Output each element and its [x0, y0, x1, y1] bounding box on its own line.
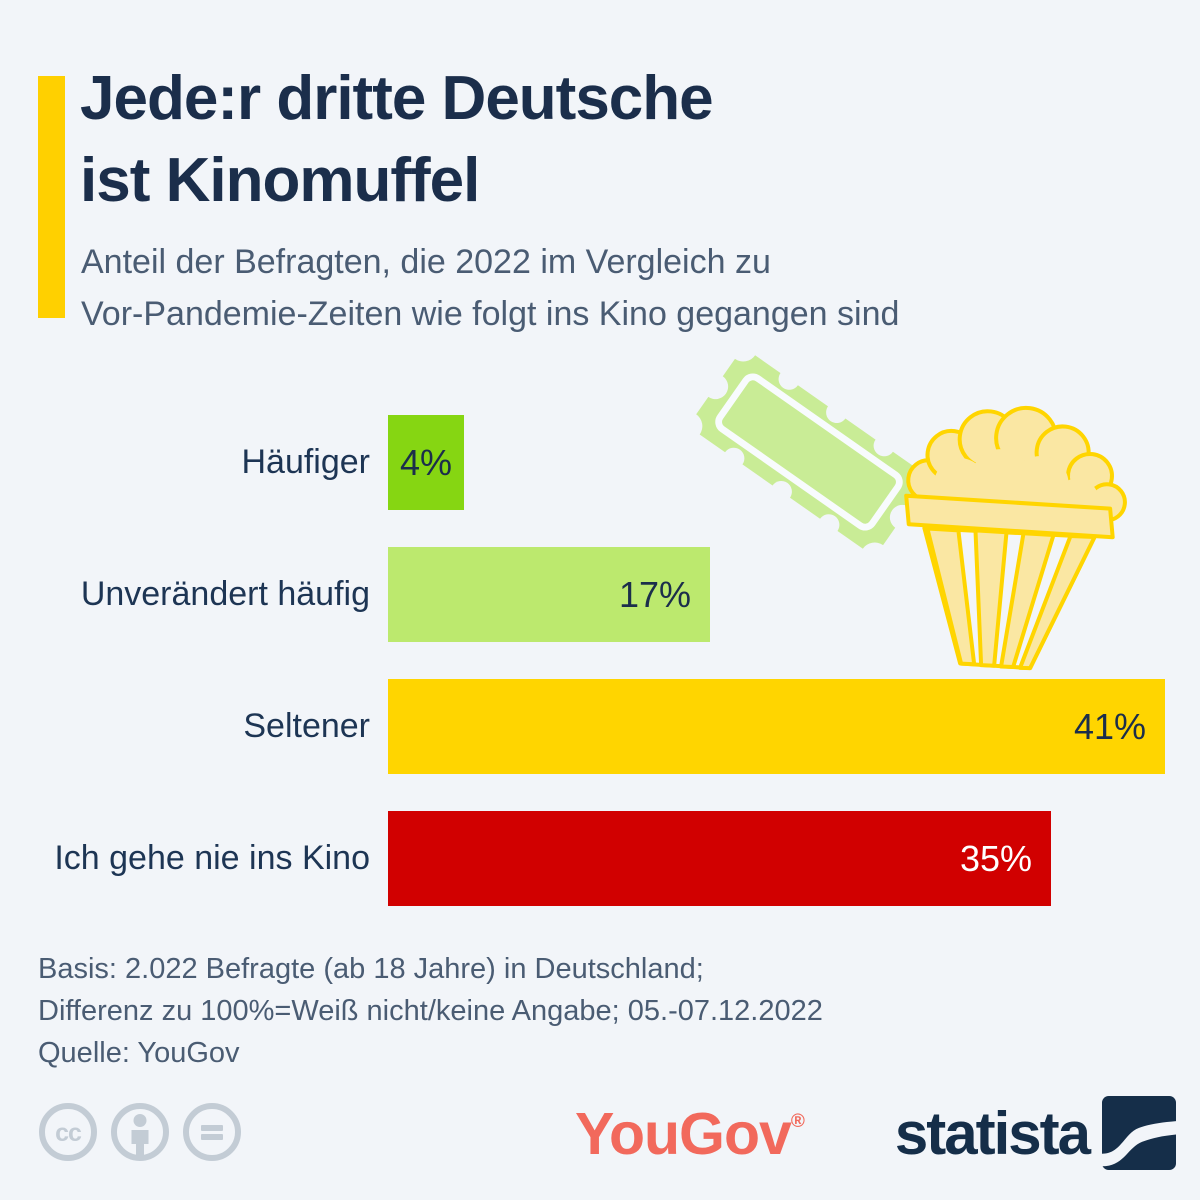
chart-row: Häufiger 4%	[0, 415, 1200, 510]
category-label: Unverändert häufig	[80, 575, 370, 613]
chart-row: Ich gehe nie ins Kino 35%	[0, 811, 1200, 906]
yougov-logo: YouGov®	[575, 1100, 805, 1168]
statista-wordmark: statista	[894, 1099, 1091, 1167]
license-icons: cc	[38, 1102, 242, 1162]
bar-track: 4%	[388, 415, 1200, 510]
cc-nd-icon	[183, 1103, 241, 1161]
basis-note: Basis: 2.022 Befragte (ab 18 Jahre) in D…	[38, 953, 823, 1027]
value-label: 4%	[399, 441, 453, 483]
registered-mark: ®	[790, 1111, 805, 1133]
value-label: 35%	[959, 837, 1032, 879]
category-label: Seltener	[243, 707, 370, 745]
bar-segment: 41%	[388, 679, 1165, 774]
bar-segment: 4%	[388, 415, 464, 510]
page-title: Jede:r dritte Deutsche ist Kinomuffel	[80, 64, 714, 215]
statista-icon	[1102, 1096, 1176, 1170]
bar-segment: 35%	[388, 811, 1051, 906]
chart-row: Seltener 41%	[0, 679, 1200, 774]
cc-icon: cc	[39, 1103, 97, 1161]
category-label: Häufiger	[241, 443, 370, 481]
chart-row: Unverändert häufig 17%	[0, 547, 1200, 642]
bar-chart: Häufiger 4% Unverändert häufig 17% Seltener 4…	[0, 415, 1200, 943]
bar-track: 35%	[388, 811, 1200, 906]
value-label: 17%	[618, 573, 691, 615]
title-accent-bar	[38, 76, 65, 318]
source-note: Quelle: YouGov	[38, 1037, 240, 1069]
chart-subtitle: Anteil der Befragten, die 2022 im Vergle…	[81, 243, 900, 333]
yougov-wordmark: YouGov	[575, 1101, 792, 1167]
category-label: Ich gehe nie ins Kino	[54, 839, 370, 877]
value-label: 41%	[1073, 705, 1146, 747]
cc-by-icon	[111, 1103, 169, 1161]
bar-track: 41%	[388, 679, 1200, 774]
bar-segment: 17%	[388, 547, 710, 642]
footnote: Basis: 2.022 Befragte (ab 18 Jahre) in D…	[38, 948, 823, 1074]
svg-text:cc: cc	[55, 1119, 82, 1147]
bar-track: 17%	[388, 547, 1200, 642]
statista-logo: statista	[895, 1096, 1176, 1170]
